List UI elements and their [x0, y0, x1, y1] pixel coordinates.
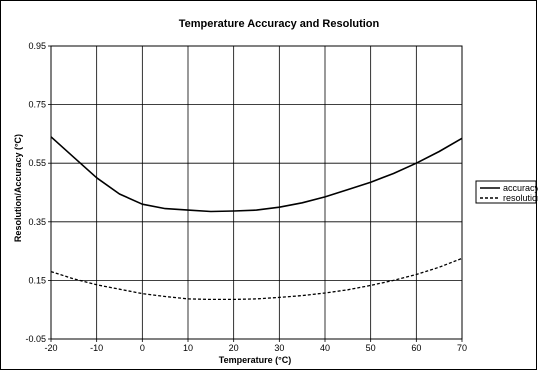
- y-axis-label: Resolution/Accuracy (°C): [13, 134, 23, 242]
- series-lines: [50, 136, 463, 301]
- x-tick-label: -10: [90, 343, 103, 353]
- grid-lines: [48, 45, 463, 342]
- y-tick-label: -0.05: [25, 334, 46, 344]
- x-tick-label: 70: [457, 343, 467, 353]
- x-tick-label: 10: [183, 343, 193, 353]
- y-tick-label: 0.55: [28, 158, 46, 168]
- x-tick-label: 30: [274, 343, 284, 353]
- x-tick-labels: -20 -10 0 10 20 30 40 50 60 70: [44, 343, 467, 353]
- legend: accuracy resolution: [475, 180, 538, 204]
- accuracy-series-line: [50, 136, 463, 213]
- x-tick-label: 20: [229, 343, 239, 353]
- x-tick-label: 50: [366, 343, 376, 353]
- y-tick-label: 0.75: [28, 100, 46, 110]
- y-tick-label: 0.35: [28, 217, 46, 227]
- resolution-series-line: [50, 257, 463, 301]
- chart-title: Temperature Accuracy and Resolution: [179, 18, 380, 30]
- y-tick-label: 0.95: [28, 41, 46, 51]
- legend-resolution-label: resolution: [503, 193, 538, 203]
- x-axis-label: Temperature (°C): [219, 355, 291, 365]
- x-tick-label: 0: [140, 343, 145, 353]
- x-tick-label: 40: [320, 343, 330, 353]
- x-tick-label: 60: [411, 343, 421, 353]
- x-tick-label: -20: [44, 343, 57, 353]
- plot-area: [50, 45, 463, 340]
- y-tick-label: 0.15: [28, 275, 46, 285]
- legend-accuracy-label: accuracy: [503, 183, 538, 193]
- y-tick-labels: -0.05 0.15 0.35 0.55 0.75 0.95: [25, 41, 46, 344]
